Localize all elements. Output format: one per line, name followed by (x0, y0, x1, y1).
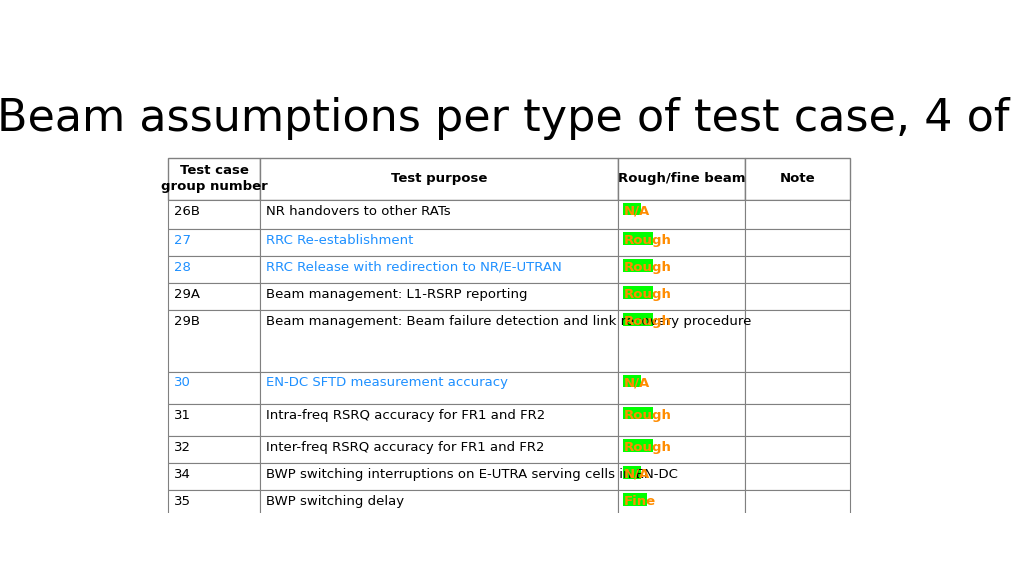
Bar (168, 200, 260, 229)
Bar (168, 490, 260, 533)
Bar (260, 283, 618, 310)
Text: Rough: Rough (624, 441, 672, 454)
Bar (744, 283, 850, 310)
Bar (168, 256, 260, 283)
Bar (744, 404, 850, 437)
Text: Beam assumptions per type of test case, 4 of 6: Beam assumptions per type of test case, … (0, 97, 1024, 140)
Text: 32: 32 (174, 441, 190, 454)
Text: EN-DC SFTD measurement accuracy: EN-DC SFTD measurement accuracy (266, 376, 508, 389)
Bar (618, 404, 744, 437)
Text: BWP switching delay: BWP switching delay (266, 495, 403, 508)
Bar (744, 372, 850, 404)
Text: 31: 31 (174, 409, 190, 422)
Bar (260, 490, 618, 533)
Text: Rough/fine beam: Rough/fine beam (617, 172, 745, 185)
Bar (623, 467, 641, 479)
Text: Beam management: L1-RSRP reporting: Beam management: L1-RSRP reporting (266, 288, 527, 301)
Bar (623, 259, 652, 272)
Text: Intra-freq RSRQ accuracy for FR1 and FR2: Intra-freq RSRQ accuracy for FR1 and FR2 (266, 409, 545, 422)
Bar (744, 229, 850, 256)
Text: RRC Release with redirection to NR/E-UTRAN: RRC Release with redirection to NR/E-UTR… (266, 261, 561, 274)
Bar (744, 256, 850, 283)
Bar (618, 200, 744, 229)
Bar (744, 310, 850, 372)
Bar (168, 372, 260, 404)
Text: Rough: Rough (624, 261, 672, 274)
Text: 26B: 26B (174, 204, 200, 218)
Bar (744, 490, 850, 533)
Bar (260, 463, 618, 490)
Text: 29A: 29A (174, 288, 200, 301)
Text: Fine: Fine (624, 495, 656, 508)
Bar (260, 310, 618, 372)
Text: Test case
group number: Test case group number (161, 164, 267, 194)
Text: 30: 30 (174, 376, 190, 389)
Bar (260, 372, 618, 404)
Text: Rough: Rough (624, 288, 672, 301)
Bar (618, 490, 744, 533)
Bar (618, 256, 744, 283)
Bar (623, 313, 652, 325)
Bar (744, 158, 850, 200)
Text: Beam management: Beam failure detection and link recovery procedure: Beam management: Beam failure detection … (266, 314, 752, 328)
Bar (623, 232, 652, 245)
Bar (618, 229, 744, 256)
Bar (618, 158, 744, 200)
Text: Note: Note (779, 172, 815, 185)
Bar (168, 463, 260, 490)
Text: Rough: Rough (624, 409, 672, 422)
Bar (618, 372, 744, 404)
Bar (168, 158, 260, 200)
Bar (623, 439, 652, 452)
Text: Test purpose: Test purpose (391, 172, 487, 185)
Text: BWP switching interruptions on E-UTRA serving cells in EN-DC: BWP switching interruptions on E-UTRA se… (266, 468, 678, 481)
Text: 34: 34 (174, 468, 190, 481)
Bar (744, 437, 850, 463)
Bar (260, 437, 618, 463)
Bar (618, 463, 744, 490)
Bar (260, 256, 618, 283)
Bar (168, 229, 260, 256)
Bar (618, 283, 744, 310)
Text: 28: 28 (174, 261, 190, 274)
Bar (618, 437, 744, 463)
Bar (618, 310, 744, 372)
Bar (168, 283, 260, 310)
Text: Inter-freq RSRQ accuracy for FR1 and FR2: Inter-freq RSRQ accuracy for FR1 and FR2 (266, 441, 545, 454)
Bar (623, 286, 652, 298)
Bar (168, 310, 260, 372)
Text: RRC Re-establishment: RRC Re-establishment (266, 234, 413, 247)
Text: Rough: Rough (624, 234, 672, 247)
Text: NR handovers to other RATs: NR handovers to other RATs (266, 204, 451, 218)
Bar (623, 375, 641, 387)
Text: N/A: N/A (624, 376, 650, 389)
Bar (260, 404, 618, 437)
Bar (744, 200, 850, 229)
Bar (623, 494, 647, 506)
Text: 35: 35 (174, 495, 190, 508)
Text: N/A: N/A (624, 468, 650, 481)
Text: 27: 27 (174, 234, 190, 247)
Bar (260, 200, 618, 229)
Bar (260, 158, 618, 200)
Bar (168, 404, 260, 437)
Text: N/A: N/A (624, 204, 650, 218)
Bar (623, 407, 652, 419)
Bar (168, 437, 260, 463)
Bar (260, 229, 618, 256)
Text: Rough: Rough (624, 314, 672, 328)
Bar (623, 203, 641, 215)
Bar (744, 463, 850, 490)
Text: 29B: 29B (174, 314, 200, 328)
